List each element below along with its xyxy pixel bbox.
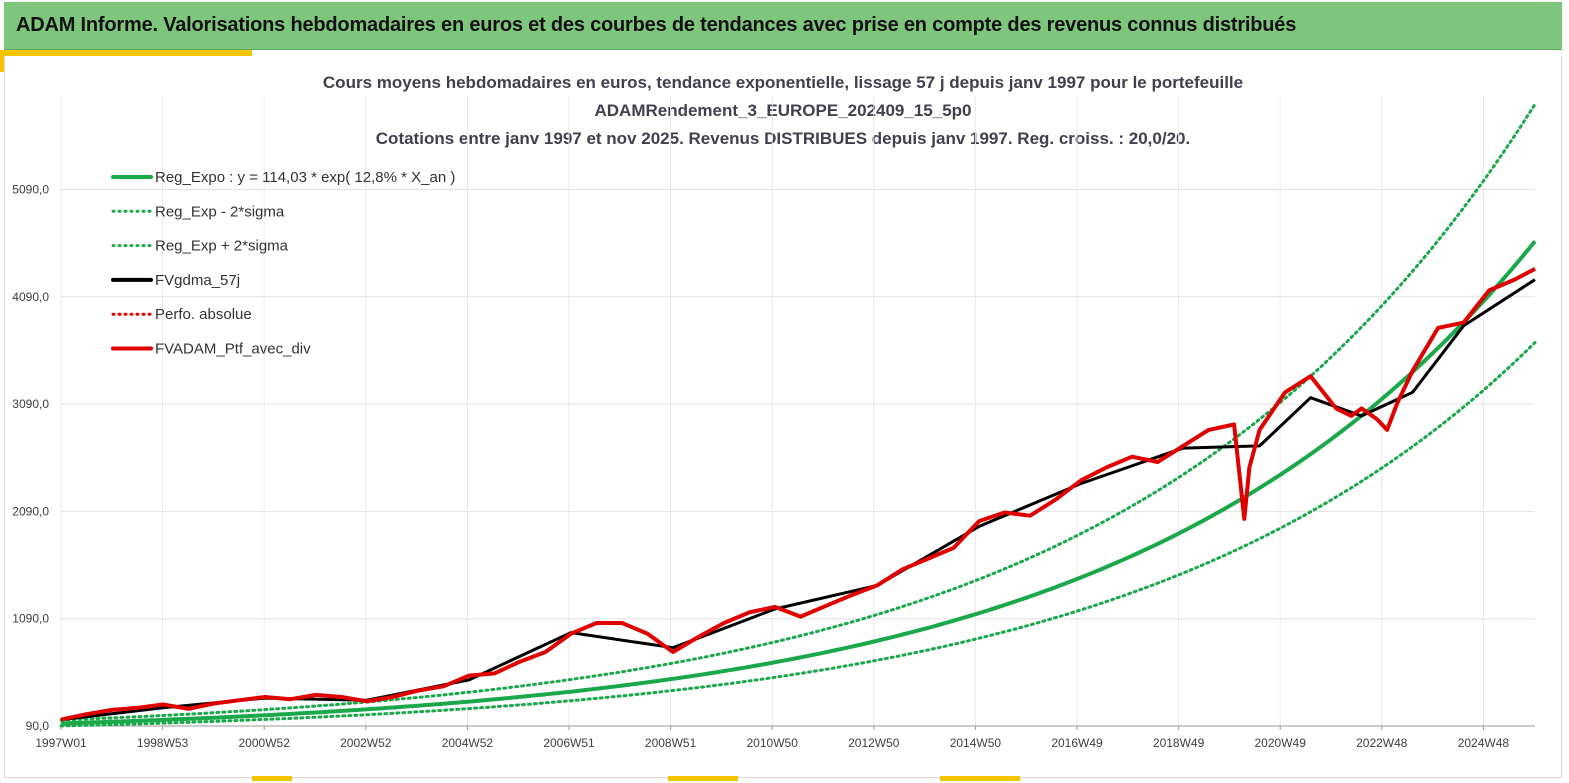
chart-title-line-2: ADAMRendement_3_EUROPE_202409_15_5p0	[594, 101, 971, 120]
y-tick-label: 5090,0	[12, 183, 49, 197]
series-fvadam-ptf-avec-div	[60, 267, 1536, 722]
legend-label-3: Reg_Exp + 2*sigma	[155, 238, 289, 255]
y-tick-label: 1090,0	[12, 612, 49, 626]
y-tick-label: 2090,0	[12, 504, 49, 518]
footer-accent-2	[668, 776, 738, 781]
chart-container: Cours moyens hebdomadaires en euros, ten…	[4, 56, 1562, 778]
x-tick-label: 2024W48	[1458, 736, 1510, 750]
legend-label-5: Perfo. absolue	[155, 306, 252, 323]
legend-label-1: Reg_Expo : y = 114,03 * exp( 12,8% * X_a…	[155, 169, 455, 186]
y-tick-label: 3090,0	[12, 397, 49, 411]
y-tick-label: 90,0	[26, 719, 50, 733]
x-tick-label: 2000W52	[239, 736, 291, 750]
series-reg-exp-minus-2sigma	[59, 341, 1537, 728]
report-banner: ADAM Informe. Valorisations hebdomadaire…	[4, 2, 1562, 50]
x-tick-label: 2018W49	[1153, 736, 1205, 750]
series-reg-exp-plus-2sigma	[59, 102, 1537, 722]
x-tick-label: 1998W53	[137, 736, 189, 750]
series-reg-expo	[60, 239, 1537, 726]
chart-title-line-3: Cotations entre janv 1997 et nov 2025. R…	[376, 129, 1190, 148]
x-tick-label: 2008W51	[645, 736, 697, 750]
banner-title: ADAM Informe. Valorisations hebdomadaire…	[16, 14, 1297, 36]
chart-svg: Cours moyens hebdomadaires en euros, ten…	[12, 73, 1537, 750]
x-tick-label: 2014W50	[950, 736, 1002, 750]
legend-label-4: FVgdma_57j	[155, 272, 240, 289]
x-tick-label: 2006W51	[543, 736, 595, 750]
series-perfo-absolue	[60, 268, 1536, 721]
x-tick-label: 2012W50	[848, 736, 900, 750]
x-tick-label: 1997W01	[35, 736, 87, 750]
x-tick-label: 2002W52	[340, 736, 392, 750]
footer-accent-3	[940, 776, 1020, 781]
accent-bar-top	[4, 50, 252, 56]
y-tick-label: 4090,0	[12, 290, 49, 304]
legend-label-6: FVADAM_Ptf_avec_div	[155, 341, 311, 358]
legend-label-2: Reg_Exp - 2*sigma	[155, 203, 285, 220]
x-tick-label: 2022W48	[1356, 736, 1408, 750]
x-tick-label: 2016W49	[1051, 736, 1103, 750]
x-tick-label: 2020W49	[1255, 736, 1307, 750]
chart-title-line-1: Cours moyens hebdomadaires en euros, ten…	[323, 73, 1243, 92]
x-tick-label: 2010W50	[747, 736, 799, 750]
footer-accent-1	[252, 776, 292, 781]
accent-bar-left	[0, 50, 4, 72]
x-tick-label: 2004W52	[442, 736, 494, 750]
